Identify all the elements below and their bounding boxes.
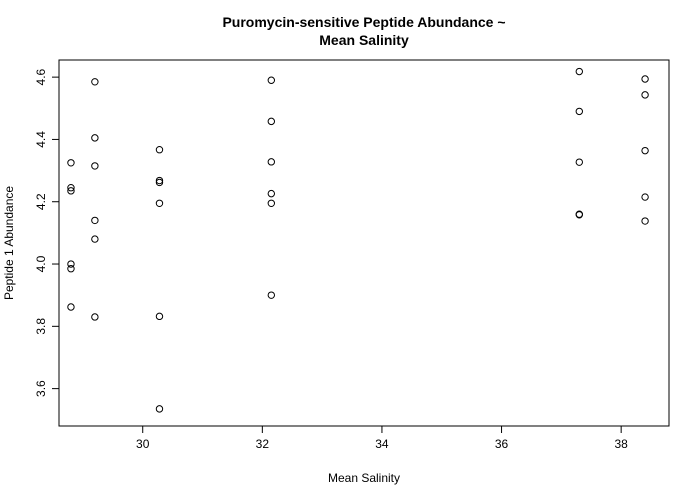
chart-title-line-1: Puromycin-sensitive Peptide Abundance ~ xyxy=(222,14,505,30)
data-point xyxy=(155,146,164,154)
x-tick-label: 36 xyxy=(495,437,509,451)
data-point xyxy=(641,146,649,155)
y-axis-label: Peptide 1 Abundance xyxy=(2,186,16,300)
chart-title-line-2: Mean Salinity xyxy=(319,32,409,48)
y-tick-label: 4.4 xyxy=(34,131,48,148)
data-point xyxy=(91,235,99,243)
data-point xyxy=(67,260,75,268)
y-tick-label: 3.6 xyxy=(34,380,48,397)
data-point xyxy=(155,312,164,321)
data-point xyxy=(155,178,164,187)
data-point xyxy=(575,67,583,76)
data-point xyxy=(91,134,99,142)
data-point xyxy=(575,211,583,219)
data-point xyxy=(641,217,649,225)
data-point xyxy=(91,216,99,225)
y-tick-label: 3.8 xyxy=(34,318,48,335)
x-tick-label: 32 xyxy=(256,437,270,451)
y-tick-label: 4.2 xyxy=(34,193,48,210)
data-point xyxy=(641,91,649,99)
data-point xyxy=(91,313,99,321)
x-tick-label: 34 xyxy=(375,437,389,451)
data-point xyxy=(67,159,75,167)
data-point xyxy=(155,176,164,185)
data-point xyxy=(641,193,649,201)
data-point xyxy=(575,107,583,116)
x-tick-label: 38 xyxy=(614,437,628,451)
x-tick-label: 30 xyxy=(136,437,150,451)
data-point xyxy=(267,291,276,299)
data-point xyxy=(155,199,164,207)
data-point xyxy=(91,162,99,170)
data-point xyxy=(67,184,75,192)
data-points xyxy=(67,67,649,413)
x-axis: 30 32 34 36 38 xyxy=(136,426,628,451)
data-point xyxy=(67,303,75,311)
data-point xyxy=(67,264,75,273)
data-point xyxy=(267,117,276,126)
data-point xyxy=(641,75,649,83)
data-point xyxy=(267,199,276,207)
data-point xyxy=(67,187,75,195)
data-point xyxy=(155,405,164,413)
y-tick-label: 4.0 xyxy=(34,255,48,272)
data-point xyxy=(575,158,583,166)
data-point xyxy=(91,78,99,86)
data-point xyxy=(267,158,276,166)
data-point xyxy=(267,189,276,198)
x-axis-label: Mean Salinity xyxy=(328,471,400,485)
plot-frame xyxy=(58,59,670,427)
data-point xyxy=(267,76,276,84)
y-axis: 3.6 3.8 4.0 4.2 4.4 4.6 xyxy=(34,68,59,397)
y-tick-label: 4.6 xyxy=(34,68,48,85)
